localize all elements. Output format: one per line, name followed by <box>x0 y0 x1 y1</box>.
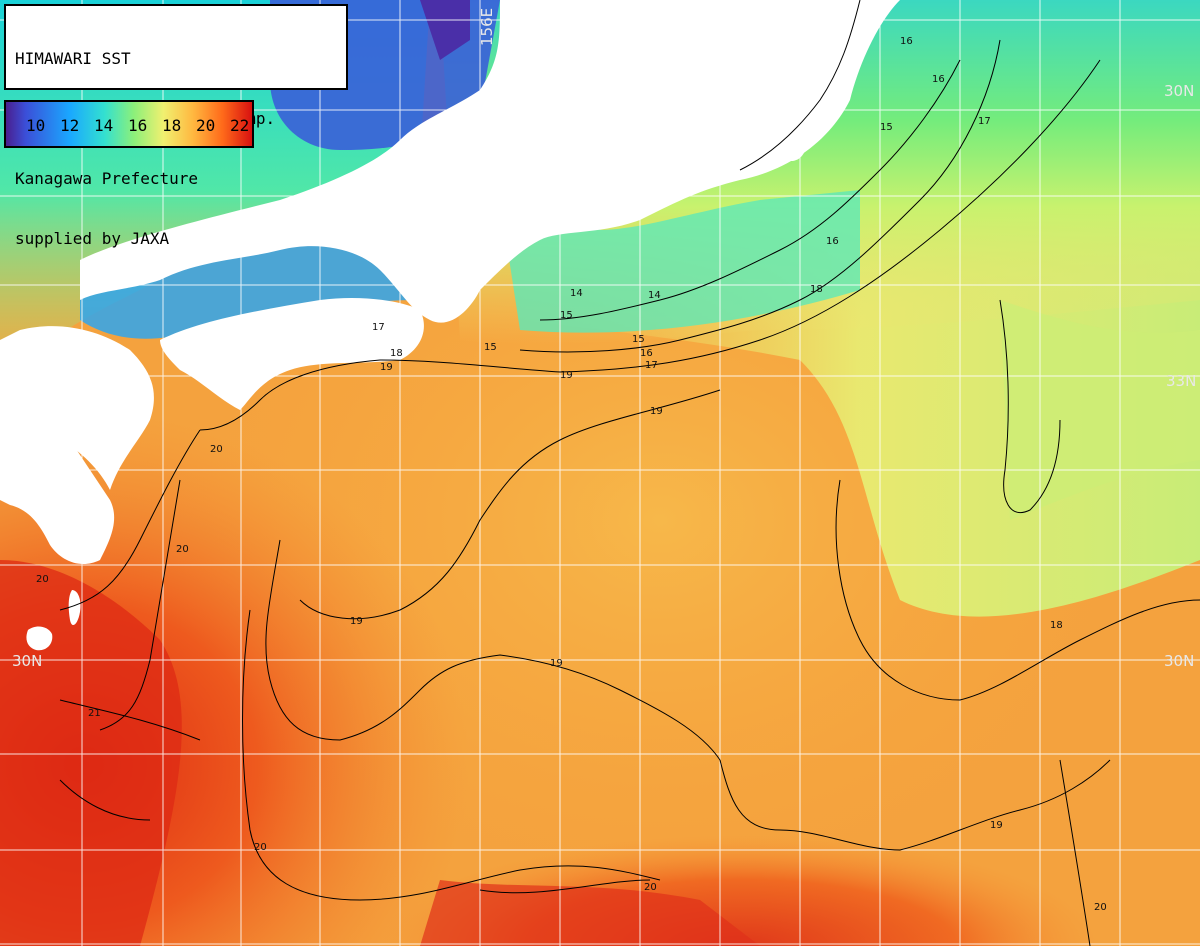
contour-label: 20 <box>176 544 189 555</box>
lon-label-156e: 156E <box>478 7 496 46</box>
contour-label: 18 <box>390 348 403 359</box>
contour-label: 19 <box>990 820 1003 831</box>
contour-label: 19 <box>380 362 393 373</box>
isotherm-contours <box>59 0 1200 946</box>
legend-label: 20 <box>196 116 216 135</box>
contour-line <box>242 609 661 901</box>
contour-label: 14 <box>648 290 661 301</box>
contour-label: 18 <box>810 284 823 295</box>
contour-label: 16 <box>640 348 653 359</box>
info-source: supplied by JAXA <box>15 229 170 248</box>
contour-line <box>559 59 1101 373</box>
contour-line <box>265 539 721 761</box>
contour-line <box>739 0 861 171</box>
contour-label: 19 <box>550 658 563 669</box>
contour-label: 15 <box>484 342 497 353</box>
contour-line <box>59 699 201 741</box>
legend-label: 10 <box>26 116 46 135</box>
legend-labels: 10 12 14 16 18 20 22 <box>26 116 264 135</box>
contour-label: 19 <box>350 616 363 627</box>
contour-line <box>539 59 961 321</box>
legend-label: 14 <box>94 116 114 135</box>
contour-line <box>999 299 1061 513</box>
info-title: HIMAWARI SST <box>15 49 131 68</box>
info-region: Kanagawa Prefecture <box>15 169 199 188</box>
lat-label-30n-left: 30N <box>12 652 43 670</box>
contour-line <box>299 389 721 620</box>
contour-line <box>719 759 1111 851</box>
contour-label: 15 <box>880 122 893 133</box>
contour-label: 14 <box>570 288 583 299</box>
contour-line <box>1059 759 1091 946</box>
contour-line <box>479 879 651 894</box>
contour-label: 21 <box>88 708 101 719</box>
contour-label: 16 <box>900 36 913 47</box>
land-masses <box>0 0 900 651</box>
contour-label: 20 <box>210 444 223 455</box>
contour-label: 17 <box>645 360 658 371</box>
contour-line <box>519 39 1001 353</box>
contour-label: 20 <box>36 574 49 585</box>
lat-label-upper-right: 30N <box>1164 82 1195 100</box>
contour-line <box>99 479 181 731</box>
contour-line <box>199 359 561 431</box>
contour-label: 18 <box>1050 620 1063 631</box>
contour-line <box>59 779 151 821</box>
temperature-legend: 10 12 14 16 18 20 22 <box>4 100 254 148</box>
contour-label: 17 <box>372 322 385 333</box>
ocean-hot-south <box>420 880 760 946</box>
contour-label: 15 <box>560 310 573 321</box>
contour-label: 20 <box>1094 902 1107 913</box>
contour-label: 16 <box>932 74 945 85</box>
contour-label: 17 <box>978 116 991 127</box>
legend-label: 12 <box>60 116 80 135</box>
contour-label-group: 16 16 17 15 14 15 16 17 18 19 19 19 20 2… <box>36 36 1107 913</box>
contour-label: 16 <box>826 236 839 247</box>
lat-label-30n-right: 30N <box>1164 652 1195 670</box>
legend-label: 18 <box>162 116 182 135</box>
lat-label-33n: 33N <box>1166 372 1197 390</box>
contour-label: 15 <box>632 334 645 345</box>
ocean-east-green <box>1000 300 1200 520</box>
contour-label: 19 <box>560 370 573 381</box>
contour-label: 19 <box>650 406 663 417</box>
contour-label: 20 <box>254 842 267 853</box>
contour-label: 20 <box>644 882 657 893</box>
ocean-coldest <box>420 0 470 60</box>
contour-line <box>59 429 201 611</box>
legend-label: 22 <box>230 116 250 135</box>
map-info-box: HIMAWARI SST ~2026/03/24(UTC) Week Comp.… <box>4 4 348 248</box>
contour-line <box>835 479 1200 701</box>
legend-label: 16 <box>128 116 148 135</box>
